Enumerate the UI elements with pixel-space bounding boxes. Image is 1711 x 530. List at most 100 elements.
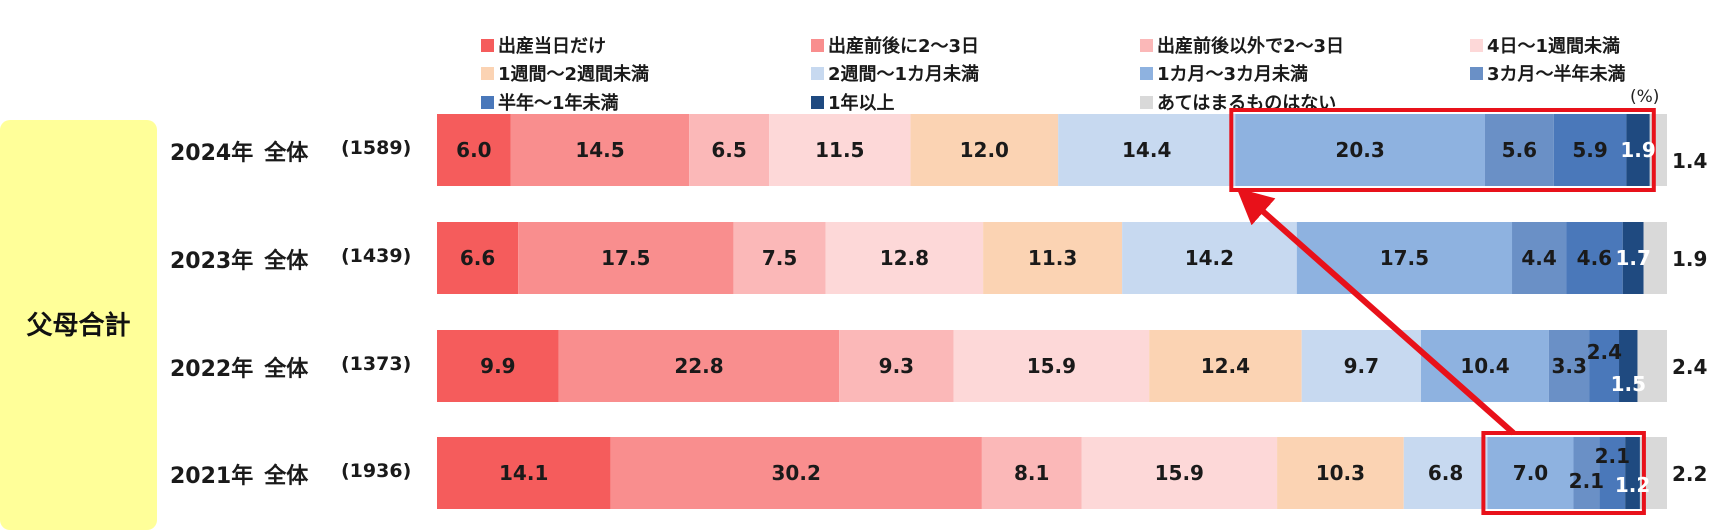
legend-label: 3カ月～半年未満 — [1487, 64, 1626, 85]
segment-value-label: 2.2 — [1672, 462, 1708, 486]
segment-value-label: 30.2 — [771, 461, 821, 485]
bar-segment — [558, 330, 840, 402]
bar-segment — [953, 330, 1150, 402]
legend-item: 1カ月～3カ月未満 — [1140, 61, 1308, 85]
row-sample-size: (1439) — [341, 245, 412, 267]
segment-value-label: 14.1 — [499, 461, 549, 485]
bar-segment — [437, 330, 559, 402]
segment-value-label: 14.5 — [575, 138, 625, 162]
segment-value-label: 7.5 — [761, 246, 798, 270]
legend-swatch — [1140, 38, 1153, 52]
segment-value-label: 22.8 — [674, 354, 724, 378]
bar-segment — [1566, 222, 1623, 294]
highlight-box — [1229, 108, 1656, 192]
segment-value-label: 14.4 — [1122, 138, 1172, 162]
segment-value-label: 12.8 — [879, 246, 930, 270]
legend-item: 出産前後に2～3日 — [811, 33, 979, 57]
bar-segment — [983, 222, 1123, 294]
bar-segment — [1421, 330, 1549, 402]
group-panel — [0, 120, 157, 530]
bar-segment — [1149, 330, 1302, 402]
bar-segment — [910, 114, 1059, 186]
bar-segment — [1589, 330, 1620, 402]
legend-item: 3カ月～半年未満 — [1470, 61, 1626, 85]
bar-segment — [510, 114, 690, 186]
legend-item: 出産前後以外で2～3日 — [1140, 33, 1344, 57]
legend-label: 半年～1年未満 — [498, 93, 619, 114]
row-sample-size: (1936) — [341, 460, 412, 482]
segment-value-label: 2.1 — [1568, 469, 1605, 493]
bar-segment — [1484, 114, 1554, 186]
bar-segment — [1643, 222, 1667, 294]
bar-segment — [689, 114, 770, 186]
legend-swatch — [1470, 38, 1483, 52]
segment-value-label: 2.4 — [1672, 355, 1708, 379]
group-label: 父母合計 — [26, 311, 131, 341]
bar-segment — [1637, 330, 1667, 402]
segment-value-label: 17.5 — [1379, 246, 1430, 270]
unit-label: (%) — [1630, 87, 1660, 107]
bar-segment — [825, 222, 984, 294]
segment-value-label: 14.2 — [1184, 246, 1235, 270]
legend-item: 2週間～1カ月未満 — [811, 61, 979, 85]
row-year-label: 2023年 全体 — [170, 249, 309, 274]
legend-swatch — [481, 38, 494, 52]
row-year-label: 2021年 全体 — [170, 464, 309, 489]
legend-label: 4日～1週間未満 — [1487, 36, 1621, 57]
segment-value-label: 15.9 — [1154, 461, 1204, 485]
bar-segment — [1622, 222, 1644, 294]
bar-segment — [1301, 330, 1421, 402]
bar-segment — [1599, 437, 1626, 509]
bar-segment — [733, 222, 826, 294]
segment-value-label: 1.9 — [1620, 138, 1656, 162]
segment-value-label: 1.5 — [1610, 372, 1647, 396]
legend-swatch — [481, 95, 494, 109]
legend-label: 1週間～2週間未満 — [498, 64, 650, 85]
segment-value-label: 20.3 — [1335, 138, 1385, 162]
segment-value-label: 11.5 — [815, 138, 865, 162]
segment-value-label: 11.3 — [1027, 246, 1078, 270]
legend-label: 1カ月～3カ月未満 — [1157, 64, 1309, 85]
legend-swatch — [1140, 66, 1153, 80]
legend-label: 1年以上 — [828, 93, 895, 114]
legend-label: 2週間～1カ月未満 — [828, 64, 980, 85]
segment-value-label: 15.9 — [1026, 354, 1077, 378]
segment-value-label: 10.4 — [1460, 354, 1510, 378]
bar-segment — [769, 114, 911, 186]
bar-segment — [1235, 114, 1485, 186]
bar-segment — [1081, 437, 1278, 509]
segment-value-label: 1.4 — [1672, 149, 1708, 173]
segment-value-label: 1.9 — [1672, 247, 1708, 271]
bar-segment — [981, 437, 1082, 509]
legend-swatch — [481, 66, 494, 80]
segment-value-label: 10.3 — [1315, 461, 1366, 485]
bar-segment — [839, 330, 954, 402]
segment-value-label: 2.4 — [1586, 340, 1623, 364]
bar-segment — [1296, 222, 1513, 294]
segment-value-label: 9.7 — [1343, 354, 1380, 378]
segment-value-label: 2.1 — [1594, 444, 1631, 468]
legend-label: 出産当日だけ — [498, 36, 606, 57]
bar-segment — [1625, 437, 1640, 509]
bar-segment — [437, 437, 611, 509]
segment-value-label: 6.8 — [1427, 461, 1464, 485]
bar-segment — [518, 222, 734, 294]
legend-label: 出産前後以外で2～3日 — [1157, 36, 1345, 57]
highlight-box — [1481, 431, 1646, 515]
bar-segment — [1122, 222, 1297, 294]
legend-item: 半年～1年未満 — [481, 90, 619, 114]
segment-value-label: 4.4 — [1521, 246, 1557, 270]
segment-value-label: 8.1 — [1013, 461, 1050, 485]
segment-value-label: 1.2 — [1614, 473, 1651, 497]
segment-value-label: 17.5 — [601, 246, 651, 270]
segment-value-label: 5.6 — [1501, 138, 1538, 162]
segment-value-label: 3.3 — [1551, 354, 1587, 378]
legend-item: 出産当日だけ — [481, 33, 606, 57]
legend-swatch — [811, 95, 824, 109]
bar-segment — [1548, 330, 1590, 402]
row-sample-size: (1373) — [341, 353, 412, 375]
segment-value-label: 12.4 — [1200, 354, 1251, 378]
segment-value-label: 7.0 — [1512, 461, 1549, 485]
bar-segment — [1058, 114, 1236, 186]
